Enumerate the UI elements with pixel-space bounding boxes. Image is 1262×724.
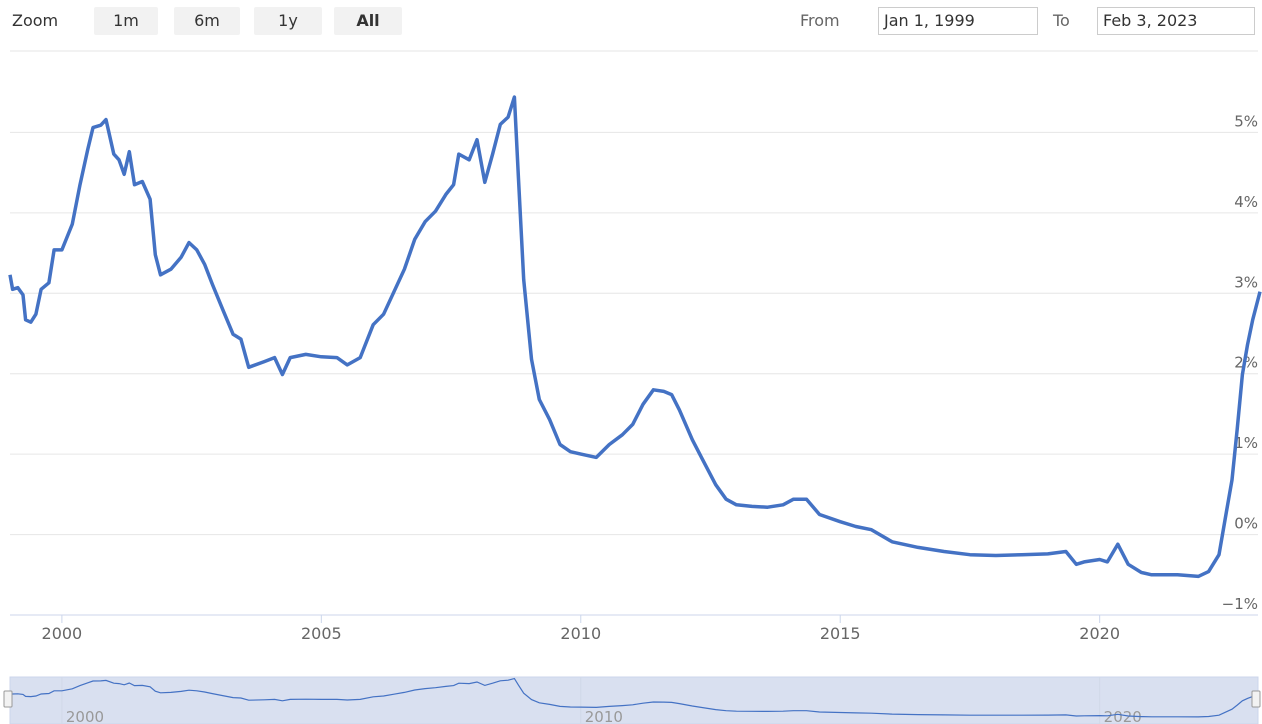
y-tick-label: 0% [1234, 515, 1258, 533]
y-tick-label: −1% [1222, 595, 1258, 613]
from-label: From [800, 11, 840, 30]
x-tick-label: 2005 [301, 624, 342, 643]
from-input[interactable]: Jan 1, 1999 [878, 7, 1038, 35]
line-series [8, 95, 1262, 579]
navigator-handle [3, 690, 13, 708]
navigator-series [9, 677, 1261, 718]
zoom-label: Zoom [12, 11, 59, 30]
x-tick-label: 2010 [560, 624, 601, 643]
navigator-tick-label: 2000 [66, 708, 104, 724]
y-tick-label: 3% [1234, 273, 1258, 291]
x-tick-label: 2000 [42, 624, 83, 643]
zoom-button[interactable]: 6m [174, 7, 240, 35]
x-tick-label: 2015 [820, 624, 861, 643]
navigator-handle [1251, 690, 1261, 708]
x-tick-label: 2020 [1079, 624, 1120, 643]
y-tick-label: 4% [1234, 193, 1258, 211]
navigator-mask [9, 676, 1259, 724]
to-label: To [1053, 11, 1070, 30]
zoom-button[interactable]: 1y [254, 7, 322, 35]
y-tick-label: 1% [1234, 434, 1258, 452]
zoom-button[interactable]: 1m [94, 7, 158, 35]
navigator-tick-label: 2020 [1104, 708, 1142, 724]
y-tick-label: 5% [1234, 112, 1258, 130]
zoom-button[interactable]: All [334, 7, 402, 35]
to-input[interactable]: Feb 3, 2023 [1097, 7, 1255, 35]
navigator-tick-label: 2010 [585, 708, 623, 724]
